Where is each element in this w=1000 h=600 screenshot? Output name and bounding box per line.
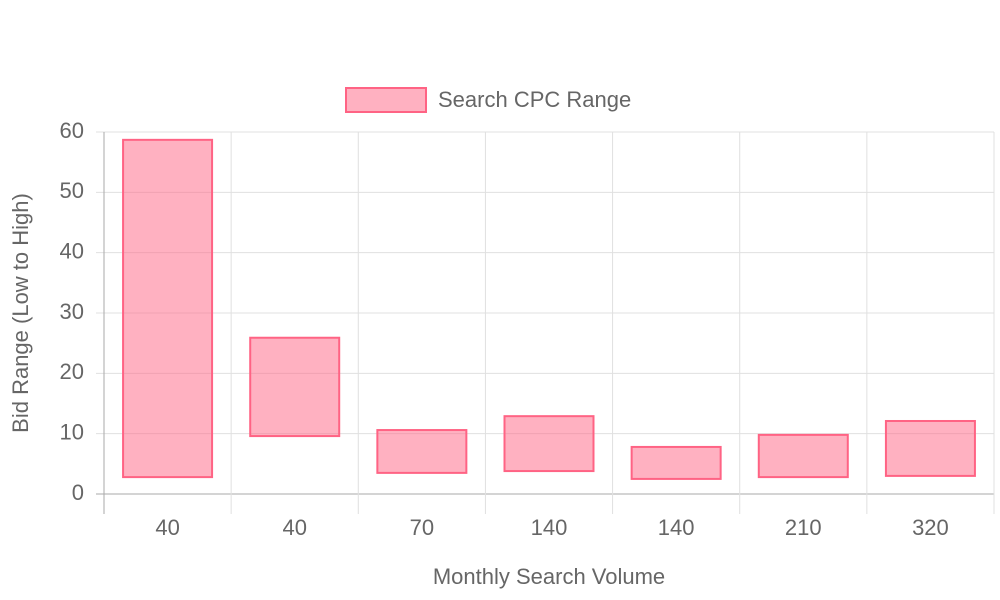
bar [122, 138, 214, 479]
y-axis-title: Bid Range (Low to High) [8, 193, 33, 433]
x-tick-label: 40 [282, 515, 306, 540]
x-tick-label: 140 [531, 515, 568, 540]
y-tick-label: 40 [60, 238, 84, 263]
y-tick-label: 30 [60, 299, 84, 324]
bar [884, 419, 976, 477]
legend-swatch [345, 87, 427, 113]
bar [503, 415, 595, 473]
y-tick-label: 50 [60, 178, 84, 203]
x-axis-title: Monthly Search Volume [433, 564, 665, 589]
y-tick-label: 0 [72, 480, 84, 505]
x-tick-label: 210 [785, 515, 822, 540]
x-tick-label: 70 [410, 515, 434, 540]
bar [630, 445, 722, 480]
y-tick-label: 20 [60, 359, 84, 384]
bar [757, 433, 849, 479]
legend-label: Search CPC Range [438, 87, 631, 112]
y-tick-label: 10 [60, 419, 84, 444]
x-tick-label: 320 [912, 515, 949, 540]
bar [249, 336, 341, 438]
bar [376, 429, 468, 474]
x-tick-label: 140 [658, 515, 695, 540]
x-tick-label: 40 [155, 515, 179, 540]
y-tick-label: 60 [60, 118, 84, 143]
